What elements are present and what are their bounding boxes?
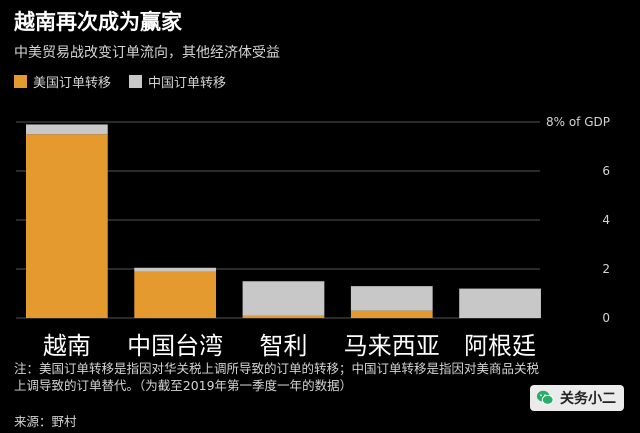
y-tick-label: 4 — [602, 213, 610, 227]
y-tick-label: 6 — [602, 164, 610, 178]
bar-us-orders — [26, 134, 108, 318]
bar-cn-orders — [459, 288, 541, 318]
chart-subtitle: 中美贸易战改变订单流向，其他经济体受益 — [14, 45, 280, 61]
watermark: 关务小二 — [530, 385, 624, 411]
x-tick-label: 越南 — [43, 332, 91, 360]
bar-chart: 0 2 4 6 8% of GDP 越南 中国台湾 智利 马来西亚 阿根廷 — [16, 115, 610, 360]
source-note: 来源：野村 — [14, 414, 77, 429]
bar-cn-orders — [134, 267, 217, 272]
legend: 美国订单转移 中国订单转移 — [14, 72, 226, 91]
bar-us-orders — [242, 315, 325, 318]
footnote: 注：美国订单转移是指因对华关税上调所导致的订单的转移；中国订单转移是指因对美商品… — [14, 361, 540, 393]
bar-us-orders — [350, 310, 433, 318]
y-tick-label: 0 — [602, 311, 610, 325]
legend-label-cn: 中国订单转移 — [148, 76, 227, 91]
x-tick-label: 中国台湾 — [127, 332, 223, 360]
x-tick-label: 马来西亚 — [344, 332, 440, 360]
bar-cn-orders — [26, 124, 108, 135]
x-tick-label: 阿根廷 — [464, 332, 536, 360]
legend-swatch-cn — [129, 75, 143, 88]
legend-label-us: 美国订单转移 — [33, 76, 112, 91]
bar-cn-orders — [350, 286, 433, 311]
wechat-icon — [536, 390, 554, 405]
legend-item-us: 美国订单转移 — [14, 72, 111, 91]
legend-item-cn: 中国订单转移 — [129, 72, 226, 91]
x-tick-label: 智利 — [259, 332, 307, 360]
chart-title: 越南再次成为赢家 — [14, 10, 182, 34]
y-tick-label: 8% of GDP — [546, 115, 610, 129]
watermark-label: 关务小二 — [560, 391, 616, 407]
y-tick-label: 2 — [602, 262, 610, 276]
bar-us-orders — [134, 271, 217, 318]
bar-cn-orders — [242, 281, 325, 316]
legend-swatch-us — [14, 75, 27, 88]
